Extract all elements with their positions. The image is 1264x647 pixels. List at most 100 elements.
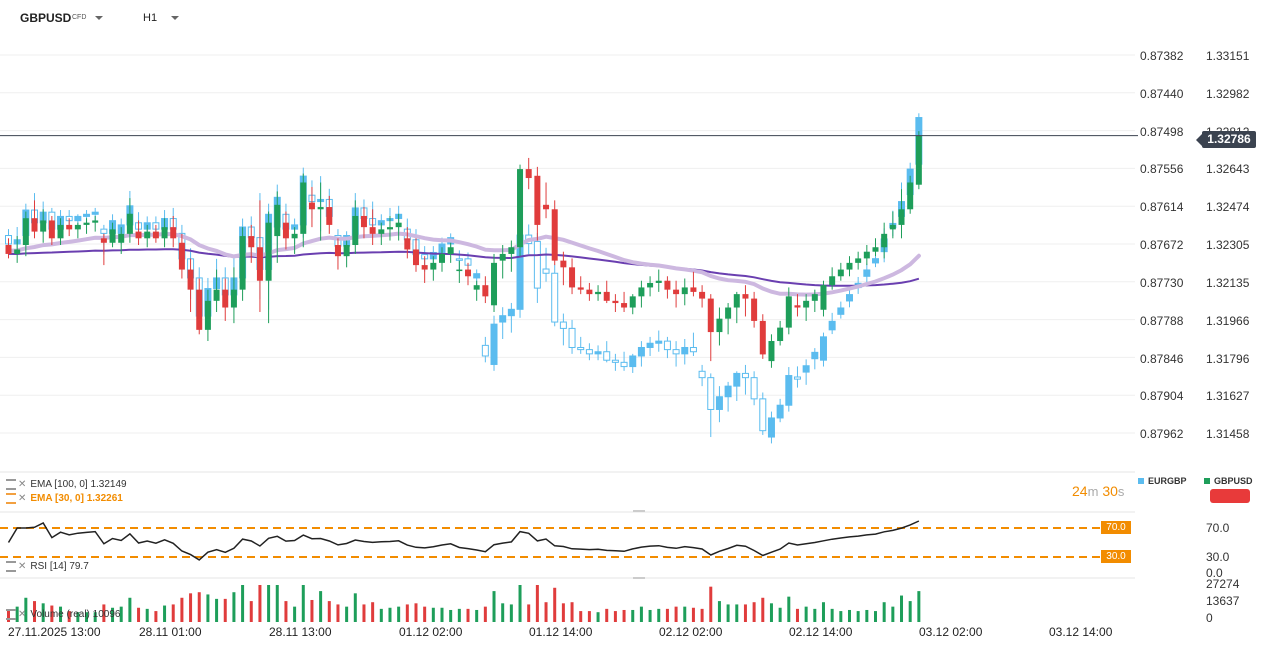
candle-body xyxy=(629,296,636,308)
compare-candle xyxy=(594,351,602,355)
time-tick: 02.12 14:00 xyxy=(789,625,853,639)
volume-bar xyxy=(518,585,522,622)
compare-candle xyxy=(568,327,576,348)
volume-bar xyxy=(319,591,323,622)
settings-icon[interactable] xyxy=(6,479,16,490)
rsi-legend[interactable]: ✕ RSI [14] 79.7 xyxy=(6,561,89,572)
volume-bar xyxy=(501,603,505,622)
sell-indicator-badge[interactable] xyxy=(1210,489,1250,503)
volume-bar xyxy=(570,602,574,622)
rsi-upper-tag: 70.0 xyxy=(1101,521,1131,534)
volume-bar xyxy=(163,605,167,622)
ema30-legend[interactable]: ✕ EMA [30, 0] 1.32261 xyxy=(6,493,123,504)
candle-body xyxy=(794,305,801,308)
candle-body xyxy=(777,327,784,342)
volume-bar xyxy=(93,612,97,622)
volume-bar xyxy=(457,608,461,622)
volume-bar xyxy=(475,609,479,622)
volume-bar xyxy=(284,601,288,622)
candle-body xyxy=(855,258,862,263)
volume-bar xyxy=(431,607,435,622)
candle-body xyxy=(239,236,246,290)
volume-bar xyxy=(301,585,305,622)
ema100-line xyxy=(8,248,920,287)
price-tick: 1.31458 xyxy=(1206,427,1250,441)
close-icon[interactable]: ✕ xyxy=(18,609,27,621)
candle-body xyxy=(577,287,584,290)
settings-icon[interactable] xyxy=(6,609,16,620)
volume-bar xyxy=(891,606,895,622)
candle-body xyxy=(248,236,255,248)
volume-bar xyxy=(232,592,236,622)
rsi-lower-tag: 30.0 xyxy=(1101,550,1131,563)
volume-bar xyxy=(709,586,713,622)
compare-legend-eurgbp[interactable]: EURGBP xyxy=(1138,476,1187,486)
candle-body xyxy=(482,285,489,297)
compare-legend-gbpusd[interactable]: GBPUSD xyxy=(1204,476,1253,486)
volume-bar xyxy=(483,606,487,622)
price-tick: 0.87614 xyxy=(1140,200,1184,214)
candle-body xyxy=(725,307,732,319)
close-icon[interactable]: ✕ xyxy=(18,561,27,573)
price-tick: 1.31966 xyxy=(1206,314,1250,328)
candle-body xyxy=(525,169,532,179)
candle-body xyxy=(690,287,697,292)
price-tick: 1.32474 xyxy=(1206,200,1250,214)
candle-body xyxy=(863,251,870,259)
ema100-legend[interactable]: ✕ EMA [100, 0] 1.32149 xyxy=(6,479,127,490)
candle-body xyxy=(31,218,38,232)
volume-bar xyxy=(33,601,37,622)
volume-bar xyxy=(41,603,45,622)
candle-body xyxy=(196,289,203,330)
price-tick: 0.87672 xyxy=(1140,238,1184,252)
volume-bar xyxy=(197,592,201,622)
time-tick: 27.11.2025 13:00 xyxy=(8,625,101,639)
candle-body xyxy=(733,294,740,308)
candle-body xyxy=(829,276,836,286)
volume-bar xyxy=(492,591,496,622)
volume-bar xyxy=(15,606,19,622)
compare-candle xyxy=(603,351,611,361)
candle-body xyxy=(282,222,289,239)
compare-candle xyxy=(577,346,585,351)
candle-body xyxy=(499,253,506,261)
candle-body xyxy=(699,291,706,299)
symbol-name[interactable]: GBPUSD xyxy=(20,11,72,25)
volume-bar xyxy=(847,609,851,622)
settings-icon[interactable] xyxy=(6,561,16,572)
candle-body xyxy=(473,285,480,290)
candle-body xyxy=(430,262,437,270)
price-tick: 1.32135 xyxy=(1206,276,1250,290)
candle-body xyxy=(664,280,671,290)
candle-body xyxy=(915,135,922,185)
volume-bar xyxy=(908,601,912,622)
volume-bar xyxy=(648,609,652,622)
close-icon[interactable]: ✕ xyxy=(18,479,27,491)
volume-legend[interactable]: ✕ Volume (real) 10096 xyxy=(6,609,120,620)
time-tick: 28.11 13:00 xyxy=(269,625,332,639)
volume-axis-tick: 27274 xyxy=(1206,577,1240,591)
compare-candle xyxy=(828,320,836,331)
symbol-dropdown-icon[interactable] xyxy=(95,16,103,20)
compare-candle xyxy=(698,370,706,379)
compare-candle xyxy=(672,349,680,355)
price-tick: 0.87846 xyxy=(1140,352,1184,366)
timeframe-dropdown-icon[interactable] xyxy=(171,16,179,20)
candle-body xyxy=(66,224,73,230)
volume-bar xyxy=(917,591,921,622)
candle-body xyxy=(378,229,385,234)
volume-bar xyxy=(258,585,262,622)
close-icon[interactable]: ✕ xyxy=(18,493,27,505)
compare-candle xyxy=(611,359,619,363)
volume-bar xyxy=(85,612,89,622)
volume-bar xyxy=(743,604,747,622)
candle-body xyxy=(360,215,367,228)
candle-body xyxy=(569,267,576,288)
timeframe-selector[interactable]: H1 xyxy=(143,12,158,24)
settings-icon[interactable] xyxy=(6,493,16,504)
rsi-axis-tick: 70.0 xyxy=(1206,521,1230,535)
candle-body xyxy=(187,269,194,290)
candle-body xyxy=(265,222,272,281)
time-tick: 03.12 02:00 xyxy=(919,625,983,639)
